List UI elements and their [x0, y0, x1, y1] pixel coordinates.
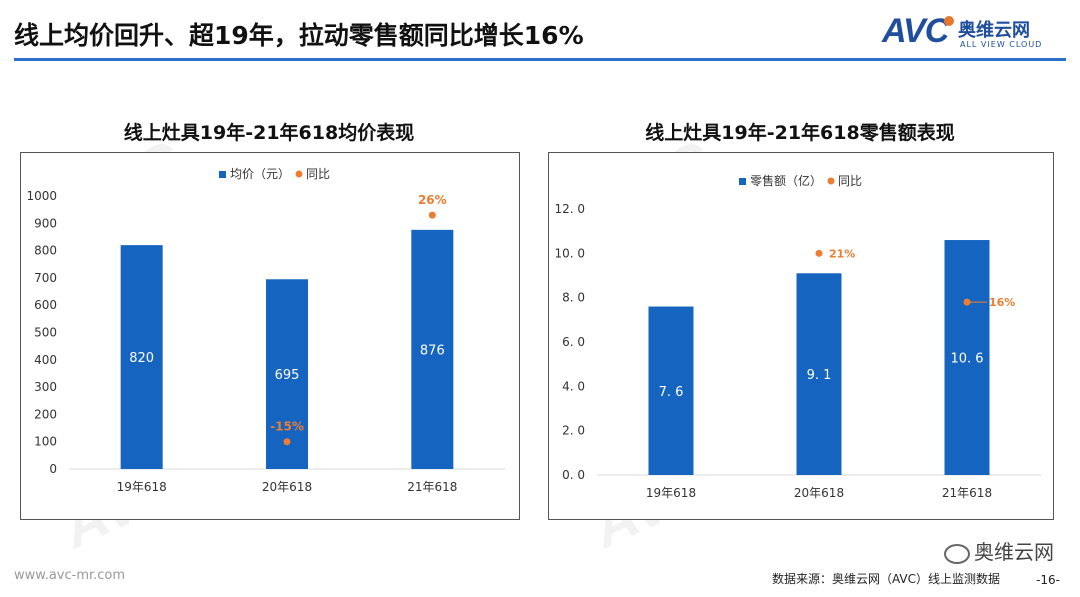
brand-logo: AVC 奥维云网 ALL VIEW CLOUD	[882, 10, 1062, 54]
y-tick-label: 8. 0	[562, 291, 585, 305]
y-tick-label: 200	[34, 407, 57, 421]
yoy-dot	[963, 298, 971, 306]
chart-2-title: 线上灶具19年-21年618零售额表现	[645, 122, 955, 144]
chart-2-sales: 零售额（亿） 同比 0. 0 2. 0 4. 0 6. 0 8. 0 10. 0 12. 0 7.…	[548, 152, 1054, 520]
bar-value-label: 820	[129, 351, 154, 366]
yoy-label: 26%	[418, 193, 447, 207]
x-tick-label: 20年618	[794, 486, 844, 500]
y-tick-label: 500	[34, 326, 57, 340]
wechat-icon	[944, 543, 970, 564]
y-tick-label: 700	[34, 271, 57, 285]
y-tick-label: 0	[49, 462, 57, 476]
logo-en: ALL VIEW CLOUD	[960, 40, 1043, 49]
chart-1-price: 均价（元） 同比 0 100 200 300 400 500 600 700 800 900 1000 8…	[20, 152, 520, 520]
x-tick-label: 21年618	[942, 486, 992, 500]
legend-bar-swatch	[739, 178, 746, 185]
yoy-label: 16%	[989, 296, 1015, 309]
x-tick-label: 19年618	[646, 486, 696, 500]
bar-value-label: 9. 1	[807, 368, 832, 383]
y-tick-label: 300	[34, 380, 57, 394]
chart-1-title: 线上灶具19年-21年618均价表现	[123, 122, 415, 144]
y-tick-label: 10. 0	[554, 246, 585, 260]
logo-mark: AVC	[882, 12, 949, 50]
page-number: -16-	[1036, 573, 1060, 587]
y-tick-label: 400	[34, 353, 57, 367]
yoy-dot	[815, 249, 823, 257]
bar	[944, 240, 990, 475]
bar-value-label: 695	[275, 368, 300, 383]
legend-dot-label: 同比	[838, 174, 862, 188]
y-tick-label: 12. 0	[554, 202, 585, 216]
bar	[120, 245, 163, 469]
y-tick-label: 6. 0	[562, 335, 585, 349]
legend-dot-swatch	[827, 177, 835, 185]
legend-bar-swatch	[219, 171, 226, 178]
y-tick-label: 2. 0	[562, 424, 585, 438]
bar	[411, 229, 454, 469]
x-tick-label: 21年618	[407, 480, 457, 494]
footer-source: 数据来源：奥维云网（AVC）线上监测数据	[771, 572, 1000, 586]
legend-dot-label: 同比	[306, 167, 330, 181]
legend-dot-swatch	[295, 170, 303, 178]
y-tick-label: 100	[34, 435, 57, 449]
bar	[648, 306, 694, 475]
y-tick-label: 900	[34, 216, 57, 230]
x-tick-label: 19年618	[117, 480, 167, 494]
bar	[266, 279, 308, 469]
legend-bar-label: 零售额（亿）	[750, 173, 822, 188]
yoy-dot	[283, 438, 291, 446]
yoy-dot	[428, 211, 436, 219]
footer-site: www.avc-mr.com	[14, 568, 126, 583]
x-tick-label: 20年618	[262, 480, 312, 494]
bar-value-label: 876	[420, 343, 445, 358]
bar	[796, 273, 842, 475]
header-rule	[14, 58, 1066, 61]
y-tick-label: 600	[34, 298, 57, 312]
bar-value-label: 7. 6	[659, 385, 684, 400]
y-tick-label: 0. 0	[562, 468, 585, 482]
wechat-label: 奥维云网	[974, 540, 1054, 564]
page-title: 线上均价回升、超19年，拉动零售额同比增长16%	[14, 21, 584, 50]
bar-value-label: 10. 6	[950, 352, 983, 367]
legend-bar-label: 均价（元）	[230, 167, 290, 181]
chart-2-svg: 零售额（亿） 同比 0. 0 2. 0 4. 0 6. 0 8. 0 10. 0 12. 0 7.…	[554, 173, 1041, 500]
logo-cn: 奥维云网	[958, 20, 1030, 41]
wechat-badge: 奥维云网	[944, 536, 1054, 565]
y-tick-label: 4. 0	[562, 379, 585, 393]
logo-dot-icon	[944, 16, 954, 26]
yoy-label: -15%	[270, 420, 304, 434]
y-tick-label: 800	[34, 244, 57, 258]
chart-1-svg: 均价（元） 同比 0 100 200 300 400 500 600 700 800 900 1000 8…	[26, 167, 505, 494]
y-tick-label: 1000	[26, 189, 57, 203]
yoy-label: 21%	[829, 247, 855, 260]
